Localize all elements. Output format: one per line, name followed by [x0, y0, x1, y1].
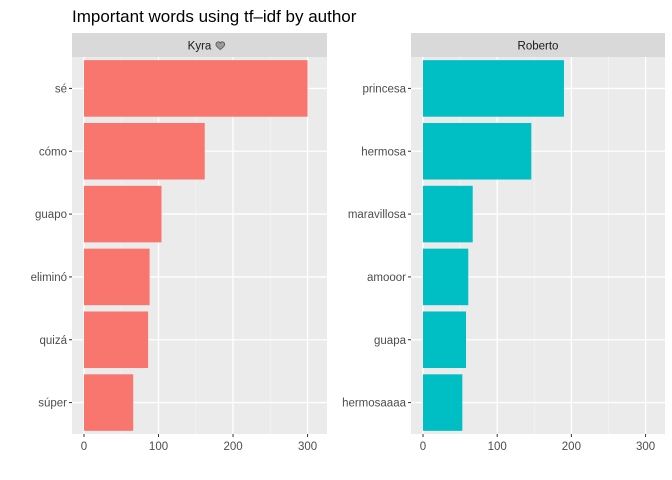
panel-background [72, 57, 327, 434]
y-tick-label: hermosaaaa [342, 398, 407, 410]
panel-kyra: Kyra sé cómo guapo eliminó quizá súper 0 100 200 3… [31, 33, 327, 453]
panel-strip [72, 33, 327, 57]
y-tick-label: quizá [40, 335, 68, 347]
chart-title: Important words using tf–idf by author [72, 7, 357, 26]
panels: Kyra sé cómo guapo eliminó quizá súper 0 100 200 3… [31, 33, 665, 453]
bar [423, 185, 473, 243]
x-tick-label: 300 [636, 441, 655, 453]
bar [423, 374, 463, 431]
y-tick-label: sé [55, 83, 67, 95]
x-tick-label: 100 [488, 441, 507, 453]
panel-strip [411, 33, 665, 57]
x-tick-label: 0 [81, 441, 87, 453]
panel-strip-label: Kyra [188, 41, 212, 53]
bar [84, 60, 308, 117]
y-tick-label: princesa [363, 83, 407, 95]
panel-roberto: Roberto princesa hermosa maravillosa amooor g… [342, 33, 665, 453]
bar [423, 248, 469, 306]
bar [423, 311, 467, 369]
y-tick-label: amooor [367, 272, 406, 284]
bar [84, 185, 162, 243]
y-tick-label: guapa [374, 335, 407, 347]
x-tick-label: 300 [298, 441, 317, 453]
panel-background [411, 57, 665, 434]
y-tick-label: cómo [39, 146, 67, 158]
bar [84, 311, 149, 369]
x-tick-label: 100 [149, 441, 168, 453]
y-tick-label: guapo [35, 209, 67, 221]
x-tick-label: 200 [223, 441, 242, 453]
y-tick-label: eliminó [31, 272, 67, 284]
y-tick-label: maravillosa [348, 209, 407, 221]
panel-strip-label: Roberto [518, 41, 559, 53]
bar [84, 374, 134, 431]
y-tick-label: hermosa [361, 146, 406, 158]
y-tick-label: súper [38, 398, 67, 410]
heart-icon [215, 41, 226, 51]
x-tick-label: 200 [562, 441, 581, 453]
bar [84, 248, 150, 306]
bar [423, 60, 564, 117]
bar [84, 122, 205, 180]
x-tick-label: 0 [420, 441, 426, 453]
bar [423, 122, 532, 180]
